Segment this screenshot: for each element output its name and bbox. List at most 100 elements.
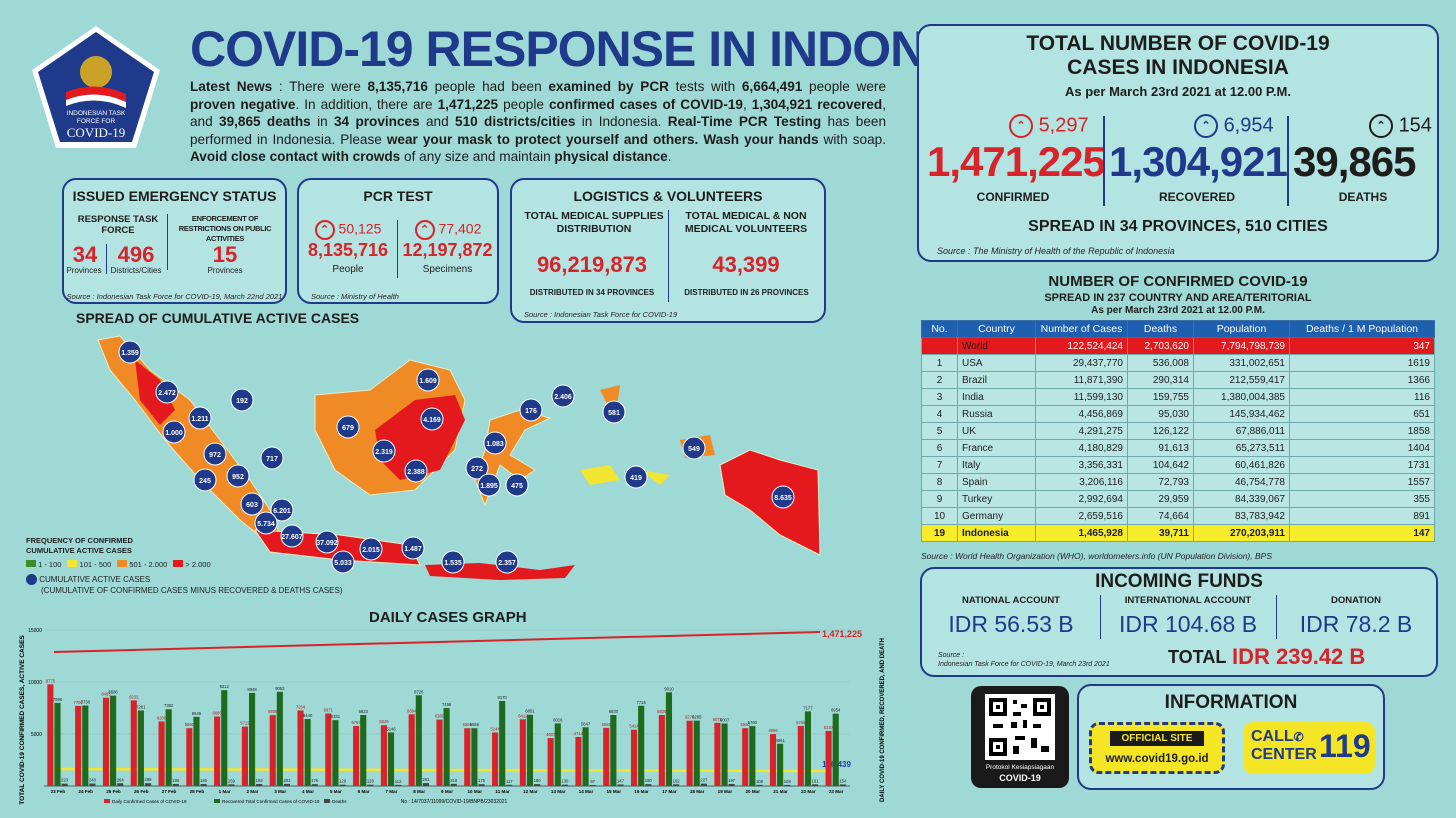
bar-value-label: 210 [450, 778, 458, 783]
case-bubble-label: 972 [209, 452, 221, 459]
bar-value-label: 193 [256, 778, 264, 783]
legend-item: 1 - 100 [26, 560, 61, 569]
case-bubble-label: 2.406 [554, 394, 572, 401]
bar-deaths [561, 784, 568, 786]
bar-value-label: 129 [339, 779, 347, 784]
x-tick-label: 26 Feb [134, 789, 149, 794]
bar-deaths [784, 784, 791, 786]
case-bubble [188, 406, 212, 430]
bar-confirmed [519, 719, 526, 786]
x-tick-label: 24 Feb [78, 789, 93, 794]
emergency-source: Source : Indonesian Task Force for COVID… [66, 292, 283, 301]
qr-card[interactable]: Protokol Kesiapsiagaan COVID-19 [971, 686, 1069, 788]
case-bubble-label: 419 [630, 475, 642, 482]
table-header: Number of Cases [1035, 320, 1128, 338]
recovered-increase: 6,954 [1223, 114, 1274, 137]
case-bubble-label: 1.535 [444, 560, 462, 567]
chart-legend-swatch [214, 799, 220, 803]
table-row: World 122,524,424 2,703,620 7,794,798,739 34… [921, 337, 1435, 355]
case-bubble [155, 380, 179, 404]
totals-source: Source : The Ministry of Health of the R… [937, 246, 1175, 256]
bar-value-label: 5647 [581, 721, 591, 726]
bar-confirmed [297, 710, 304, 786]
x-tick-label: 23 Mar [829, 789, 844, 794]
table-row: 10 Germany 2,659,516 74,664 83,783,942 891 [921, 507, 1435, 525]
table-cell: Brazil [957, 371, 1036, 389]
bar-value-label: 268 [145, 777, 153, 782]
case-bubble-label: 245 [199, 478, 211, 485]
table-cell: 1858 [1289, 422, 1435, 440]
bar-value-label: 147 [617, 778, 625, 783]
bar-deaths [728, 783, 735, 786]
world-asof: As per March 23rd 2021 at 12.00 P.M. [1091, 305, 1265, 316]
bar-confirmed [603, 727, 610, 786]
case-bubble [602, 400, 626, 424]
legend-title-2: CUMULATIVE ACTIVE CASES [26, 546, 132, 555]
bar-value-label: 6680 [212, 711, 222, 716]
bar-recovered [304, 719, 311, 786]
call-center-button[interactable]: CALL✆ CENTER 119 [1243, 722, 1375, 774]
bar-value-label: 128 [367, 779, 375, 784]
bar-value-label: 6954 [831, 708, 841, 713]
bar-value-label: 7716 [636, 700, 646, 705]
x-tick-label: 5 Mar [330, 789, 342, 794]
funds-source-2: Indonesian Task Force for COVID-19, Marc… [938, 661, 1110, 668]
table-cell: 11,871,390 [1035, 371, 1128, 389]
bar-confirmed [269, 715, 276, 786]
table-cell: 95,030 [1127, 405, 1194, 423]
case-bubble-label: 5.734 [257, 521, 275, 528]
bar-deaths [61, 783, 68, 786]
case-bubble [483, 431, 507, 455]
table-cell: 2 [921, 371, 958, 389]
bar-deaths [617, 784, 624, 786]
table-cell: 72,793 [1127, 473, 1194, 491]
bar-recovered [777, 743, 784, 786]
table-cell: 1 [921, 354, 958, 372]
pcr-people-value: 8,135,716 [307, 240, 389, 260]
case-bubble [336, 415, 360, 439]
table-row: 4 Russia 4,456,869 95,030 145,934,462 651 [921, 405, 1435, 423]
table-cell: 1,465,928 [1035, 524, 1128, 542]
bar-recovered [499, 701, 506, 786]
totals-panel: TOTAL NUMBER OF COVID-19 CASES IN INDONE… [917, 24, 1439, 262]
case-bubble [771, 485, 795, 509]
case-bubble [477, 473, 501, 497]
bar-value-label: 117 [506, 779, 513, 784]
table-cell: India [957, 388, 1036, 406]
official-site-link[interactable]: OFFICIAL SITE www.covid19.go.id [1089, 722, 1225, 774]
bar-recovered [249, 692, 256, 786]
table-cell: 290,314 [1127, 371, 1194, 389]
bar-confirmed [686, 720, 693, 786]
bar-value-label: 130 [561, 779, 569, 784]
table-cell: 1619 [1289, 354, 1435, 372]
bar-value-label: 5768 [796, 720, 806, 725]
chart-legend-swatch [104, 799, 110, 803]
legend-item: 501 - 2.000 [117, 560, 167, 569]
bar-confirmed [214, 716, 221, 786]
bar-confirmed [436, 719, 443, 786]
emergency-status-panel: ISSUED EMERGENCY STATUS RESPONSE TASK FO… [62, 178, 287, 304]
case-bubble [624, 465, 648, 489]
bar-confirmed [241, 726, 249, 786]
qr-code-icon [985, 694, 1055, 760]
table-cell: 7 [921, 456, 958, 474]
bar-value-label: 5767 [351, 720, 361, 725]
table-cell: 29,959 [1127, 490, 1194, 508]
bar-deaths [172, 783, 179, 786]
table-cell: 3,206,116 [1035, 473, 1128, 491]
table-cell: 122,524,424 [1035, 337, 1128, 355]
table-cell: 3 [921, 388, 958, 406]
bar-confirmed [630, 729, 638, 786]
bar-value-label: 223 [61, 778, 69, 783]
case-bubble-label: 2.015 [362, 547, 380, 554]
bar-recovered [526, 714, 534, 786]
case-bubble-label: 2.472 [158, 390, 176, 397]
bar-deaths [367, 784, 374, 786]
bar-recovered [193, 716, 200, 786]
y-tick-label: 10000 [28, 680, 42, 686]
case-bubble-label: 37.092 [316, 540, 338, 547]
table-cell: 1366 [1289, 371, 1435, 389]
bar-deaths [506, 784, 513, 786]
bar-value-label: 6331 [331, 714, 341, 719]
bar-value-label: 9053 [275, 686, 285, 691]
